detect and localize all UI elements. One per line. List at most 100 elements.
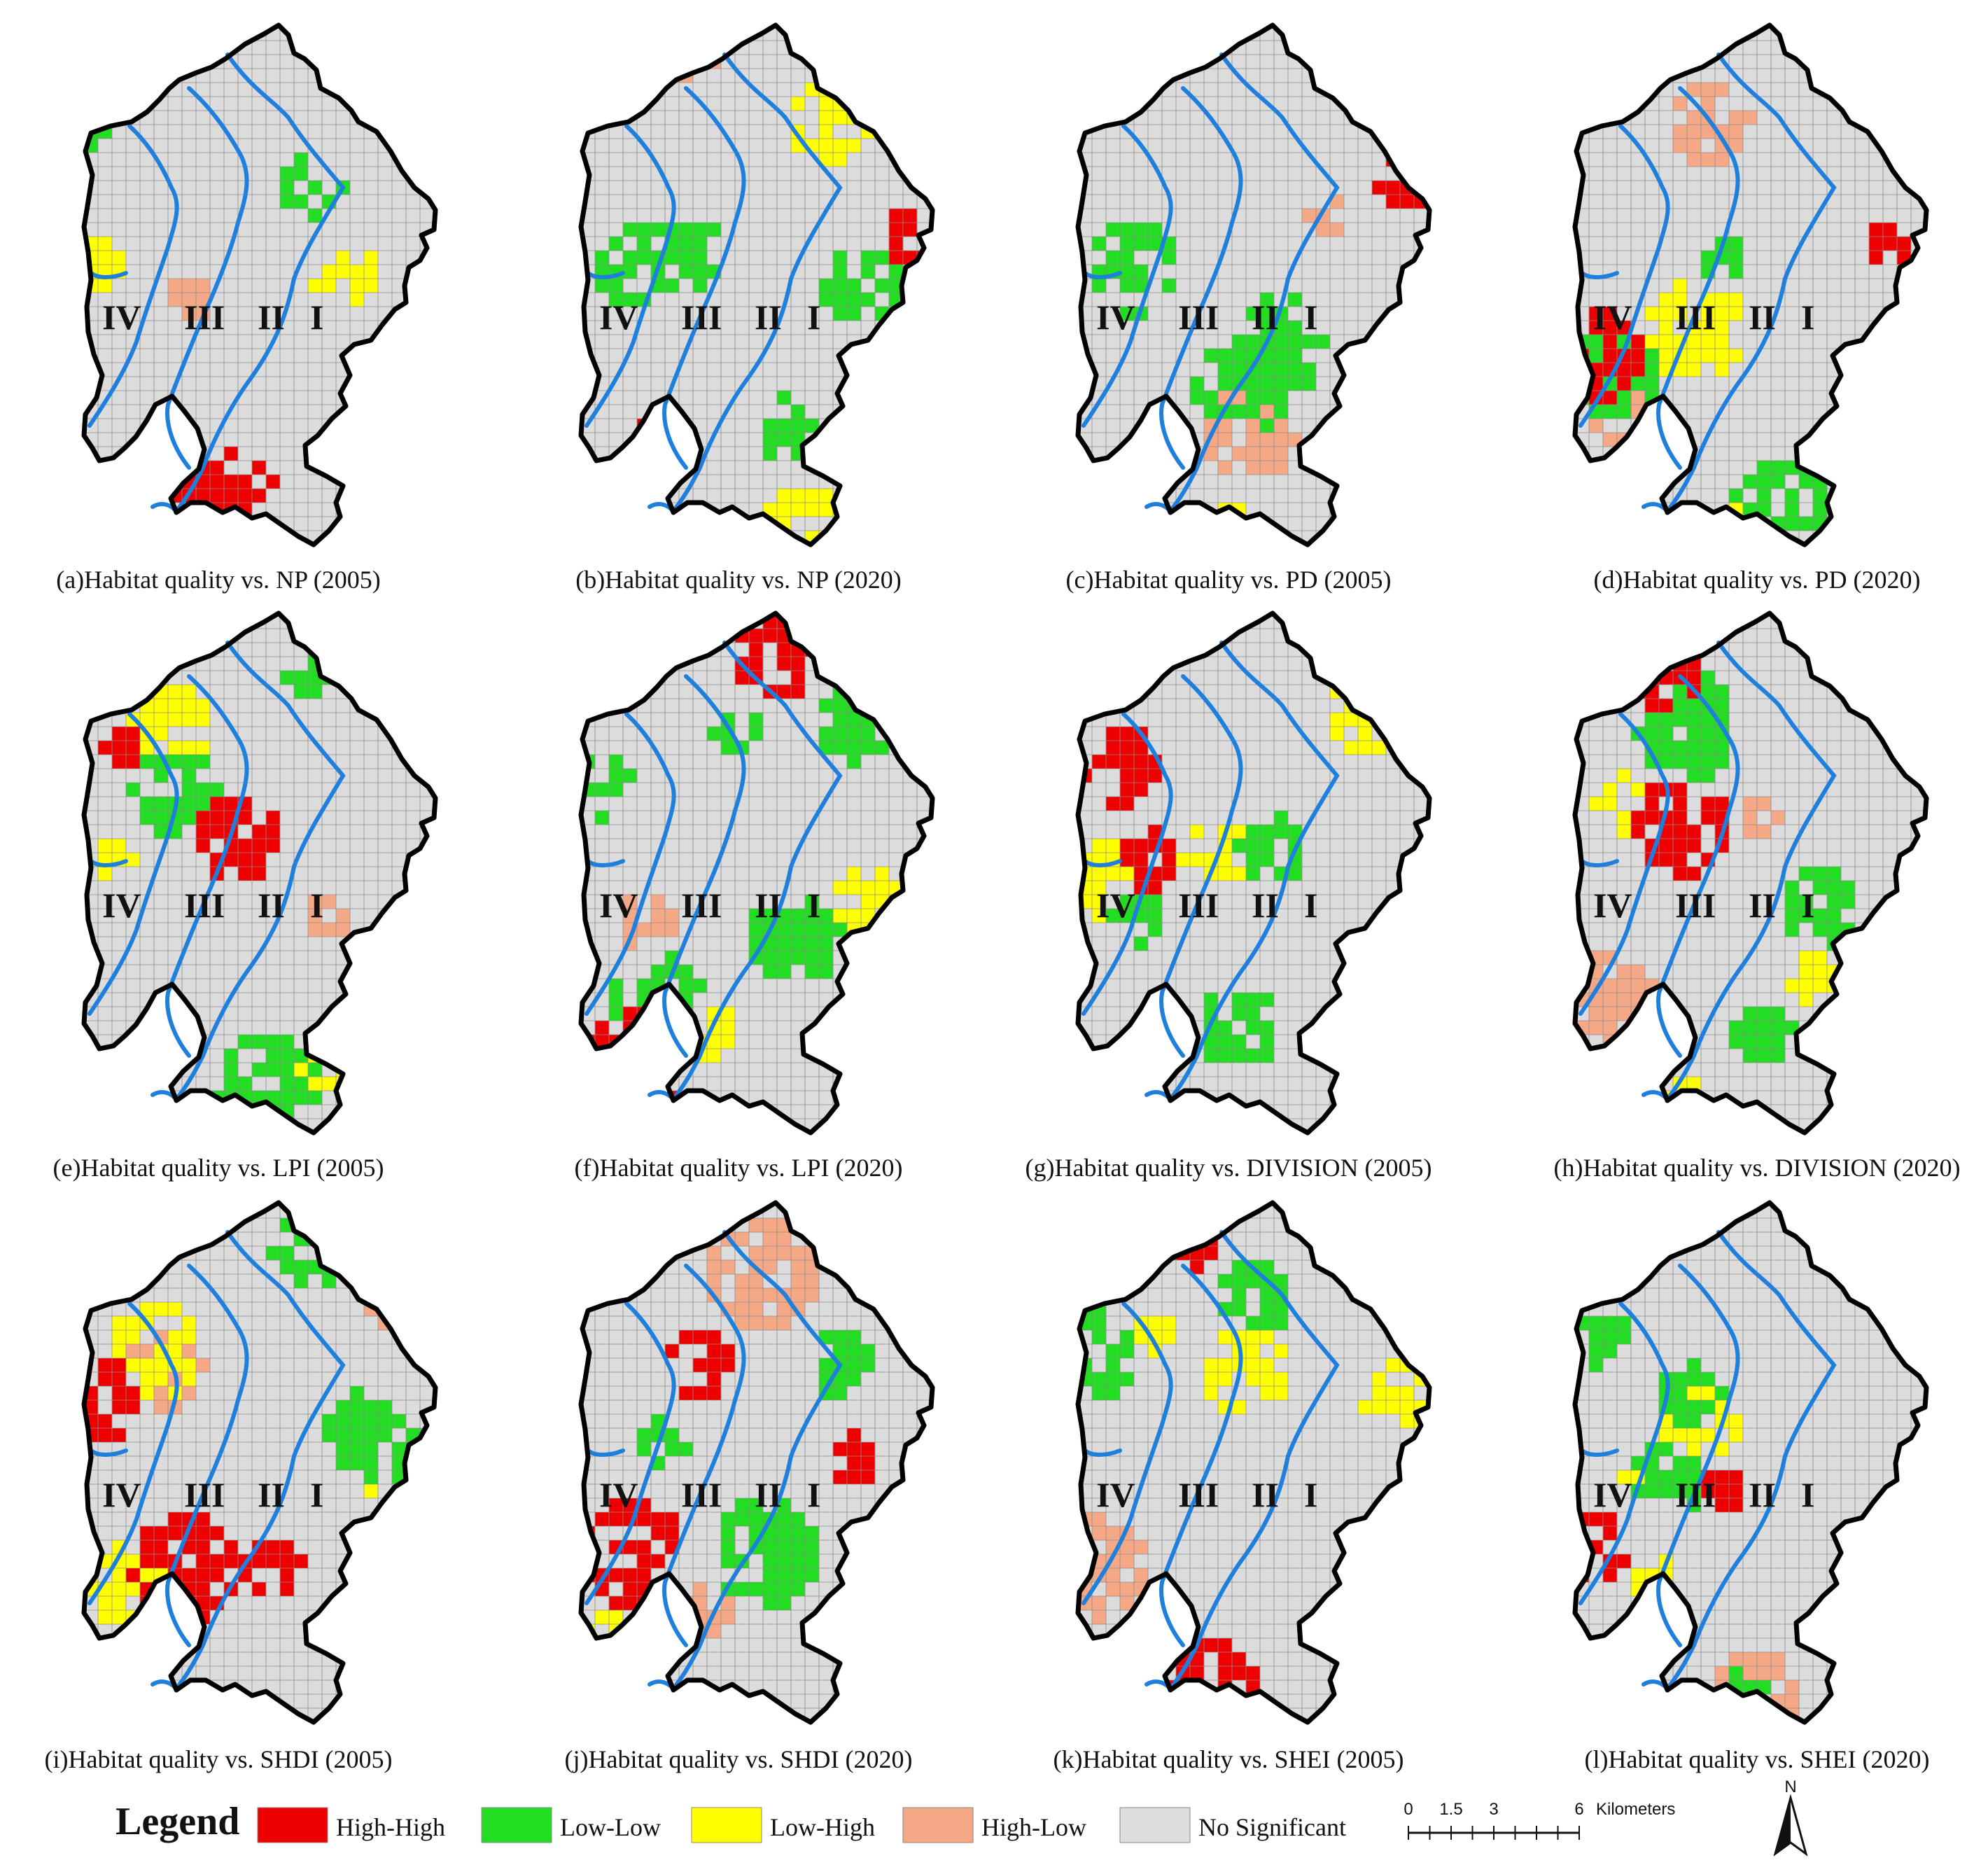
cell-low-low <box>763 1568 777 1582</box>
cell-low-high <box>1659 1133 1673 1147</box>
cell-low-high <box>392 1063 406 1077</box>
cell-low-low <box>140 797 154 811</box>
cell-high-low <box>1897 1316 1911 1330</box>
cell-low-low <box>791 923 805 937</box>
cell-high-high <box>1232 1666 1246 1680</box>
cell-low-high <box>1687 1119 1701 1133</box>
zone-label: II <box>1252 886 1279 925</box>
cell-low-low <box>609 755 623 769</box>
basin-boundary <box>81 1200 438 1725</box>
cell-high-high <box>1701 797 1715 811</box>
cell-high-low <box>847 41 861 55</box>
cell-low-low <box>1120 223 1134 237</box>
cell-low-high <box>903 1035 917 1049</box>
cell-high-low <box>406 1246 420 1260</box>
cell-high-high <box>1869 251 1883 265</box>
cell-low-high <box>651 1638 665 1652</box>
cell-low-low <box>1064 1358 1078 1372</box>
cell-high-low <box>637 923 651 937</box>
cell-high-low <box>350 27 364 41</box>
cell-high-low <box>623 909 637 923</box>
cell-high-low <box>364 1274 378 1288</box>
cell-low-low <box>1785 517 1799 531</box>
cell-low-low <box>112 643 126 657</box>
cell-low-low <box>1743 531 1757 545</box>
cell-high-high <box>581 1063 595 1077</box>
cell-low-low <box>1232 405 1246 419</box>
cell-low-low <box>1911 503 1925 517</box>
cell-high-low <box>434 1288 435 1302</box>
cell-low-low <box>1260 1021 1274 1035</box>
cell-low-high <box>609 1218 623 1232</box>
cell-low-low <box>651 69 665 83</box>
cell-low-high <box>154 1372 168 1386</box>
cluster-cells <box>1575 1203 1926 1722</box>
cell-low-high <box>1673 363 1687 377</box>
cell-high-low <box>749 1316 763 1330</box>
cell-high-high <box>280 1540 294 1554</box>
cell-low-low <box>861 1358 875 1372</box>
cell-low-high <box>623 1246 637 1260</box>
cell-low-high <box>154 727 168 741</box>
cell-low-high <box>623 1652 637 1666</box>
cell-low-high <box>1617 769 1631 783</box>
cell-low-low <box>1246 1049 1260 1063</box>
cell-high-low <box>1701 1694 1715 1708</box>
cell-high-high <box>1897 237 1911 251</box>
cell-low-low <box>875 741 889 755</box>
cell-low-high <box>126 1316 140 1330</box>
river-line <box>1083 271 1122 279</box>
basin-boundary <box>81 22 438 547</box>
legend-label: No Significant <box>1198 1813 1346 1841</box>
cell-high-high <box>693 1330 707 1344</box>
legend-label: Low-Low <box>560 1813 661 1841</box>
cell-high-high <box>763 629 777 643</box>
cell-high-low <box>735 1232 749 1246</box>
cell-high-high <box>252 1582 266 1596</box>
cell-low-low <box>1288 293 1302 307</box>
cell-low-low <box>1134 223 1148 237</box>
cell-low-low <box>623 769 637 783</box>
cell-high-high <box>1603 307 1617 321</box>
cell-low-high <box>1631 1105 1645 1119</box>
cell-high-high <box>595 1063 609 1077</box>
cell-low-high <box>1358 741 1372 755</box>
cell-low-low <box>1106 1274 1120 1288</box>
cell-high-high <box>140 1526 154 1540</box>
scale-tick-label: 3 <box>1489 1800 1498 1819</box>
cell-low-low <box>322 1274 336 1288</box>
cell-low-low <box>889 1596 903 1610</box>
cell-high-high <box>196 1540 210 1554</box>
panel-caption: (k)Habitat quality vs. SHEI (2005) <box>1054 1745 1404 1773</box>
map-panel-l: IV III II I <box>1572 1200 1929 1725</box>
river-line <box>648 53 843 515</box>
cell-low-low <box>833 1372 847 1386</box>
cell-low-low <box>1260 1035 1274 1049</box>
cell-high-high <box>1190 1260 1204 1274</box>
cell-low-low <box>1687 769 1701 783</box>
cell-high-low <box>749 1218 763 1232</box>
cell-low-low <box>1659 1470 1673 1484</box>
river-line <box>584 1301 676 1605</box>
cell-low-high <box>889 1007 903 1021</box>
river-line <box>1083 859 1122 867</box>
cell-low-low <box>1092 1077 1106 1091</box>
cell-low-high <box>140 1568 154 1582</box>
cell-high-high <box>1645 643 1659 657</box>
cell-high-low <box>1911 1260 1925 1274</box>
cell-high-low <box>1617 979 1631 993</box>
cell-low-high <box>1799 979 1813 993</box>
cell-low-low <box>861 1610 875 1624</box>
cell-low-low <box>280 195 294 209</box>
cell-low-high <box>1400 699 1414 713</box>
cell-low-low <box>805 1568 819 1582</box>
cell-low-low <box>1120 237 1134 251</box>
cell-high-high <box>182 1540 196 1554</box>
cell-high-high <box>1617 1554 1631 1568</box>
cell-low-high <box>1162 1330 1176 1344</box>
cell-low-low <box>1120 909 1134 923</box>
cell-low-low <box>1841 881 1855 895</box>
cell-high-high <box>623 1077 637 1091</box>
cell-low-high <box>1813 951 1827 965</box>
cell-low-high <box>112 251 126 265</box>
